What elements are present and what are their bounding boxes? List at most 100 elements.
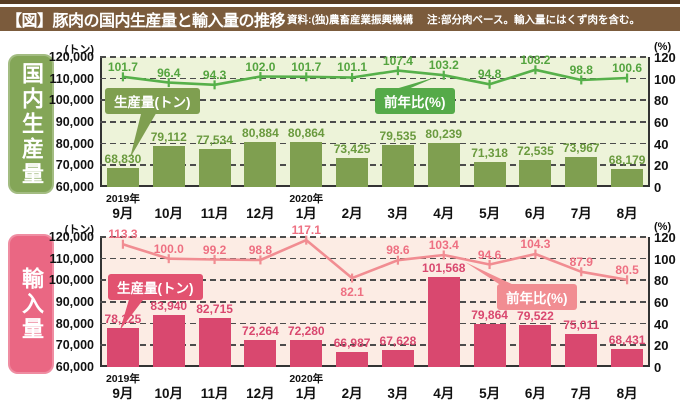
month-label: 11月 bbox=[200, 206, 229, 221]
line-value-label: 98.8 bbox=[569, 62, 593, 77]
bar-value-label: 72,264 bbox=[242, 324, 279, 339]
month-label: 8月 bbox=[616, 206, 638, 221]
month-label: 5月 bbox=[479, 206, 501, 221]
right-axis-tick: 0 bbox=[654, 360, 662, 375]
month-label: 10月 bbox=[154, 386, 184, 401]
line-series-legend: 前年比(%) bbox=[375, 88, 455, 114]
bar-value-label: 80,884 bbox=[242, 125, 279, 140]
right-axis-tick: 100 bbox=[654, 251, 676, 267]
month-label: 6月 bbox=[524, 386, 546, 401]
bar bbox=[152, 315, 185, 367]
bar bbox=[152, 145, 185, 187]
line-value-label: 100.6 bbox=[612, 61, 643, 76]
line-value-label: 101.7 bbox=[291, 59, 322, 74]
month-label: 2月 bbox=[341, 206, 363, 221]
gridline bbox=[100, 322, 650, 325]
line-value-label: 94.8 bbox=[477, 67, 502, 82]
bar bbox=[381, 144, 414, 187]
year-label: 2020年 bbox=[289, 193, 324, 205]
bar-value-label: 71,318 bbox=[471, 146, 508, 161]
bar-value-label: 101,568 bbox=[422, 260, 466, 275]
bar bbox=[290, 340, 323, 367]
line-value-label: 101.7 bbox=[107, 59, 138, 74]
right-axis-tick: 80 bbox=[654, 273, 669, 289]
gridline bbox=[100, 344, 650, 346]
figure-source: 資料:(独)農畜産業振興機構 bbox=[287, 13, 414, 26]
bar-value-label: 67,628 bbox=[379, 334, 417, 349]
line-value-label: 102.0 bbox=[245, 59, 276, 74]
month-label: 4月 bbox=[433, 206, 455, 221]
bar-value-label: 68,179 bbox=[608, 153, 646, 168]
left-axis-tick: 120,000 bbox=[48, 50, 94, 64]
right-axis-tick: 120 bbox=[654, 230, 676, 245]
domestic-production-chart: 国内生産量 (トン) (%) 120,000 120 110,000 100 100,000… bbox=[0, 38, 680, 221]
right-axis-tick: 20 bbox=[654, 338, 669, 354]
left-axis-tick: 60,000 bbox=[55, 180, 94, 194]
bar bbox=[519, 159, 552, 187]
month-label: 7月 bbox=[570, 386, 592, 401]
bar bbox=[473, 162, 506, 187]
line-value-label: 117.1 bbox=[291, 223, 321, 238]
bar bbox=[244, 340, 277, 367]
right-axis-tick: 40 bbox=[654, 136, 669, 152]
left-axis-tick: 100,000 bbox=[48, 273, 94, 288]
bar bbox=[198, 149, 231, 187]
line-value-label: 108.2 bbox=[520, 52, 551, 67]
bar bbox=[427, 143, 460, 187]
right-axis-tick: 80 bbox=[654, 93, 669, 109]
line-value-label: 87.9 bbox=[569, 254, 593, 269]
bar bbox=[565, 156, 598, 187]
bar-value-label: 79,112 bbox=[150, 129, 187, 144]
left-axis-tick: 100,000 bbox=[48, 93, 94, 108]
right-axis-tick: 100 bbox=[654, 71, 676, 87]
left-axis-tick: 70,000 bbox=[55, 338, 94, 353]
left-axis-tick: 90,000 bbox=[55, 295, 94, 309]
line-value-label: 103.4 bbox=[428, 237, 459, 252]
bar bbox=[427, 276, 460, 367]
month-label: 1月 bbox=[295, 386, 317, 401]
bar bbox=[336, 351, 369, 367]
line-value-label: 82.1 bbox=[340, 285, 364, 300]
gridline bbox=[100, 142, 650, 145]
month-label: 9月 bbox=[112, 386, 134, 401]
month-label: 1月 bbox=[295, 206, 317, 221]
bar-value-label: 80,239 bbox=[425, 127, 463, 142]
bar-value-label: 82,715 bbox=[196, 301, 233, 316]
import-volume-sidebar-label: 輸入量 bbox=[8, 234, 54, 374]
left-axis-tick: 120,000 bbox=[48, 230, 94, 244]
year-label: 2019年 bbox=[105, 373, 140, 385]
left-axis-tick: 70,000 bbox=[55, 158, 94, 173]
bar-series-legend: 生産量(トン) bbox=[105, 88, 200, 114]
gridline bbox=[100, 236, 650, 238]
bar-value-label: 72,280 bbox=[287, 324, 325, 339]
line-value-label: 113.3 bbox=[108, 227, 138, 242]
bar bbox=[244, 141, 277, 187]
line-value-label: 80.5 bbox=[615, 262, 639, 277]
year-label: 2020年 bbox=[289, 373, 324, 385]
gridline bbox=[100, 164, 650, 166]
month-label: 10月 bbox=[154, 206, 184, 221]
month-label: 8月 bbox=[616, 386, 638, 401]
bar-value-label: 75,011 bbox=[563, 318, 600, 333]
bar-value-label: 79,535 bbox=[379, 128, 417, 143]
header-bar: 【図】豚肉の国内生産量と輸入量の推移 資料:(独)農畜産業振興機構 注:部分肉ベ… bbox=[0, 7, 680, 31]
figure-note: 注:部分肉ベース。輸入量にはくず肉を含む。 bbox=[427, 13, 640, 26]
month-label: 2月 bbox=[341, 386, 363, 401]
line-value-label: 100.0 bbox=[153, 241, 184, 256]
year-label: 2019年 bbox=[105, 193, 140, 205]
bar-value-label: 79,522 bbox=[517, 308, 554, 323]
bar-value-label: 80,864 bbox=[287, 125, 325, 140]
left-axis-unit: (トン) bbox=[64, 44, 94, 56]
bar-value-label: 68,830 bbox=[104, 151, 142, 166]
line-value-label: 94.3 bbox=[202, 67, 227, 82]
bar bbox=[473, 323, 506, 367]
left-axis-tick: 110,000 bbox=[49, 71, 95, 86]
bar-value-label: 72,535 bbox=[517, 143, 554, 158]
month-label: 4月 bbox=[433, 386, 455, 401]
month-label: 12月 bbox=[246, 386, 275, 401]
line-value-label: 107.4 bbox=[382, 53, 413, 68]
bar bbox=[336, 157, 369, 187]
bar bbox=[611, 348, 644, 367]
month-label: 12月 bbox=[246, 206, 275, 221]
right-axis-unit: (%) bbox=[654, 221, 672, 233]
